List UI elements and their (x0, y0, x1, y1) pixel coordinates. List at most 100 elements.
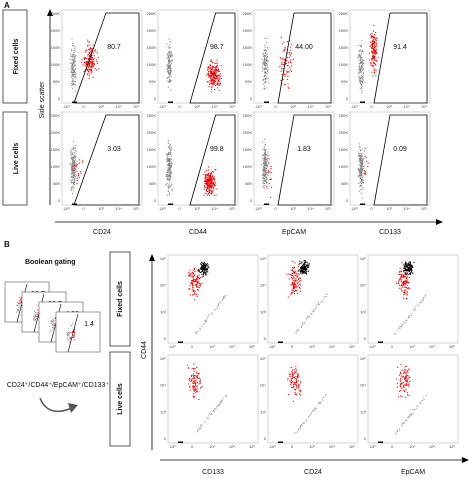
event-dot (308, 263, 310, 266)
event-dot (216, 307, 218, 309)
event-dot (69, 336, 71, 338)
plot-frame (253, 9, 335, 104)
event-dot (408, 417, 410, 419)
event-dot (200, 268, 202, 271)
event-dot (66, 337, 68, 339)
event-dot (265, 73, 267, 75)
event-dot (170, 146, 172, 149)
event-dot (170, 80, 172, 82)
event-dot (74, 75, 77, 77)
event-dot (295, 285, 297, 288)
x-tick-label: 10⁴ (115, 104, 121, 109)
event-dot (361, 197, 363, 199)
event-dot (81, 161, 83, 163)
event-dot (170, 164, 172, 166)
axis-zero-mark (378, 441, 383, 443)
event-dot (265, 72, 267, 74)
y-tick-label: 100K (147, 62, 157, 67)
x-tick-label: 10³ (98, 206, 104, 211)
event-dot (405, 266, 407, 268)
event-dot (403, 422, 405, 424)
event-dot (308, 266, 310, 268)
event-dot (196, 431, 198, 433)
x-tick-label: -10³ (254, 104, 262, 109)
event-dot (372, 65, 374, 67)
event-dot (200, 325, 202, 327)
event-dot (74, 180, 76, 182)
axis-zero-mark (168, 203, 173, 205)
event-dot (16, 305, 18, 307)
event-dot (84, 65, 86, 67)
x-tick-label: 10⁴ (115, 206, 121, 211)
event-dot (196, 330, 198, 332)
event-dot (166, 178, 169, 181)
arrow-head (149, 254, 155, 261)
event-dot (397, 430, 399, 432)
event-dot (211, 314, 213, 316)
event-dot (198, 380, 201, 382)
event-dot (207, 271, 209, 273)
event-dot (220, 400, 222, 402)
event-dot (299, 288, 301, 290)
event-dot (35, 315, 37, 317)
event-dot (169, 162, 171, 164)
event-dot (266, 153, 268, 156)
y-tick-label: 0 (58, 198, 61, 203)
event-dot (264, 158, 266, 160)
event-dot (294, 286, 296, 289)
event-dot (396, 429, 398, 431)
event-dot (195, 384, 197, 386)
x-tick-label: -10³ (368, 344, 376, 349)
event-dot (168, 76, 171, 78)
event-dot (91, 57, 93, 59)
event-dot (89, 68, 91, 70)
event-dot (206, 263, 208, 266)
event-dot (359, 76, 361, 78)
event-dot (281, 74, 283, 76)
event-dot (168, 58, 170, 60)
event-dot (407, 371, 409, 373)
x-tick-label: -10³ (62, 206, 70, 211)
event-dot (401, 276, 403, 278)
event-dot (72, 64, 74, 66)
event-dot (72, 146, 74, 149)
event-dot (320, 402, 322, 404)
event-dot (373, 51, 375, 54)
event-dot (291, 52, 293, 54)
event-dot (72, 78, 74, 80)
event-dot (282, 63, 284, 66)
event-dot (269, 196, 272, 198)
event-dot (358, 143, 361, 145)
x-tick-label: 10⁴ (403, 104, 409, 109)
event-dot (88, 70, 90, 73)
x-axis-label: CD24 (93, 229, 111, 236)
event-dot (199, 330, 201, 332)
event-dot (359, 81, 361, 83)
y-tick-label: 150K (51, 147, 61, 152)
event-dot (72, 74, 75, 76)
event-dot (402, 297, 405, 299)
event-dot (396, 382, 399, 385)
event-dot (405, 280, 407, 282)
event-dot (310, 313, 312, 315)
event-dot (169, 144, 171, 146)
event-dot (204, 263, 206, 265)
event-dot (210, 172, 212, 174)
event-dot (373, 44, 375, 46)
event-dot (267, 82, 269, 84)
event-dot (406, 383, 408, 385)
event-dot (406, 369, 408, 372)
event-dot (290, 65, 292, 67)
event-dot (70, 325, 72, 327)
event-dot (265, 163, 267, 166)
event-dot (305, 419, 307, 421)
event-dot (74, 90, 76, 92)
y-tick-label: 100K (339, 164, 349, 169)
event-dot (292, 372, 294, 375)
event-dot (305, 262, 307, 264)
plot-frame (157, 9, 239, 104)
event-dot (170, 148, 172, 150)
event-dot (401, 395, 403, 397)
